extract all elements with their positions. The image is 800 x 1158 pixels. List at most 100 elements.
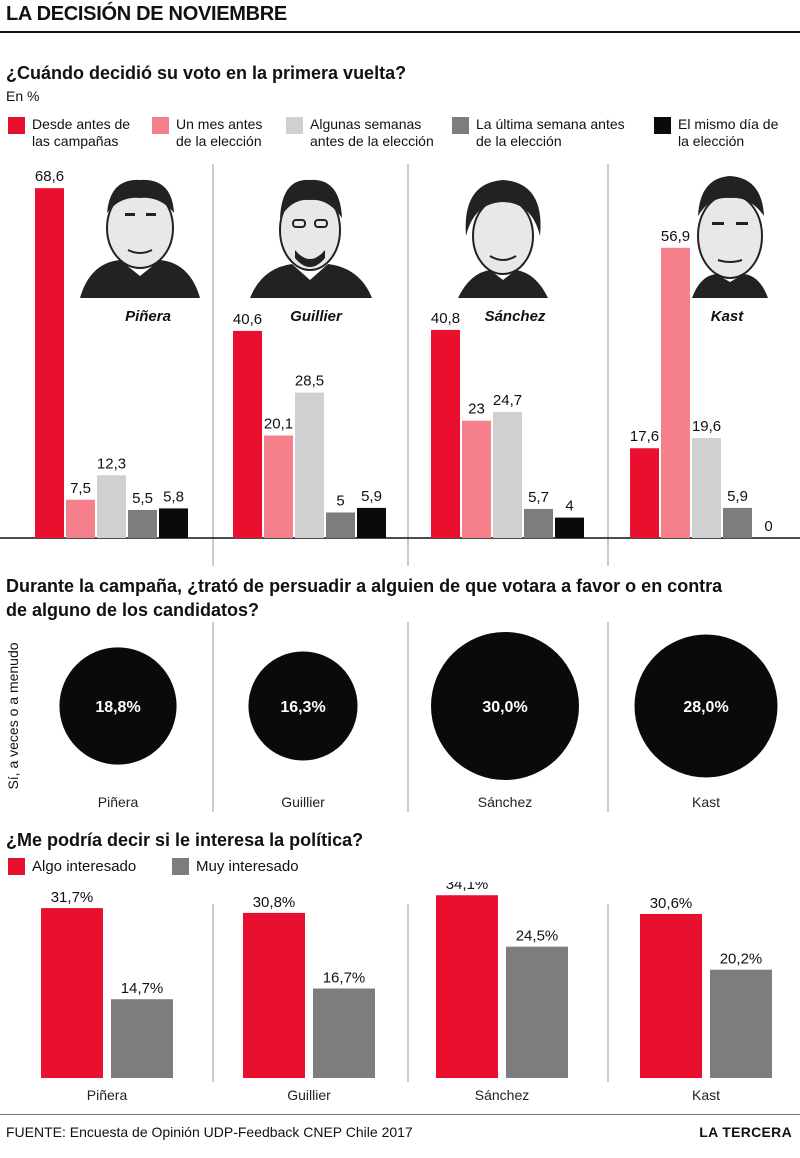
legend-label: La última semana antes de la elección [476, 116, 625, 150]
legend-label-line: Desde antes de [32, 116, 131, 132]
bar-kast-s1 [661, 247, 690, 538]
data-label: 20,2% [720, 951, 763, 968]
portrait-kast [692, 176, 768, 298]
bubble-value: 18,8% [95, 699, 140, 716]
bar-pinera-s1 [111, 999, 173, 1078]
candidate-name-kast: Kast [711, 308, 745, 325]
data-label: 19,6 [692, 418, 721, 435]
bar-pinera-s0 [41, 908, 103, 1078]
side-axis-label: Sí, a veces o a menudo [5, 642, 21, 789]
bar-kast-s2 [692, 438, 721, 538]
section3-question: ¿Me podría decir si le interesa la polít… [6, 830, 364, 850]
legend-label: Algo interesado [32, 858, 137, 875]
legend-label: Algunas semanas antes de la elección [310, 116, 434, 150]
legend-swatch [8, 858, 25, 875]
candidate-label-pinera: Piñera [87, 1087, 128, 1103]
bubble-value: 30,0% [482, 699, 527, 716]
data-label: 0 [764, 518, 772, 535]
data-label: 56,9 [661, 228, 690, 245]
candidate-label-kast: Kast [692, 794, 720, 810]
data-label: 24,7 [493, 392, 522, 409]
legend-label: El mismo día de la elección [678, 116, 778, 150]
bubble-sanchez [431, 632, 579, 780]
legend-label-line: la elección [678, 133, 745, 149]
section1-question: ¿Cuándo decidió su voto en la primera vu… [6, 63, 407, 83]
bar-guillier-s1 [313, 988, 375, 1078]
data-label: 20,1 [264, 415, 293, 432]
bar-sanchez-s0 [436, 895, 498, 1078]
bar-kast-s0 [630, 448, 659, 538]
title-rule [0, 31, 800, 33]
bubble-value: 16,3% [280, 699, 325, 716]
bar-guillier-s4 [357, 507, 386, 538]
legend-label-line: Un mes antes [176, 116, 263, 132]
portrait-pinera [80, 179, 200, 298]
publisher-brand: LA TERCERA [699, 1124, 792, 1140]
candidate-name-pinera: Piñera [125, 308, 171, 325]
bubble-guillier [248, 651, 358, 761]
bar-pinera-s4 [159, 508, 188, 538]
legend-label-line: de la elección [476, 133, 562, 149]
legend-label-line: La última semana antes [476, 116, 625, 132]
candidate-label-guillier: Guillier [281, 794, 325, 810]
portrait-guillier [250, 179, 372, 298]
legend-label-line: Algunas semanas [310, 116, 422, 132]
legend-swatch [152, 117, 169, 134]
footer-rule [0, 1114, 800, 1115]
legend-label-line: El mismo día de [678, 116, 779, 132]
data-label: 24,5% [516, 928, 559, 945]
decision-bar-chart: Piñera 68,6 7,5 12,3 5,5 5,8 Guillier 40,6 20,1 2… [0, 164, 800, 566]
legend-label: Un mes antes de la elección [176, 116, 262, 150]
legend-swatch [286, 117, 303, 134]
portrait-sanchez [458, 180, 548, 298]
bar-sanchez-s0 [431, 329, 460, 538]
data-label: 5,9 [361, 488, 382, 505]
bar-pinera-s3 [128, 509, 157, 538]
bar-guillier-s3 [326, 512, 355, 538]
legend-swatch [172, 858, 189, 875]
legend-label: Muy interesado [196, 858, 299, 875]
section2-question-line1: Durante la campaña, ¿trató de persuadir … [6, 576, 723, 596]
bar-pinera-s1 [66, 499, 95, 538]
data-label: 4 [565, 498, 573, 515]
data-label: 23 [468, 401, 485, 418]
bar-guillier-s0 [243, 912, 305, 1078]
bar-guillier-s0 [233, 330, 262, 538]
legend-label-line: las campañas [32, 133, 119, 149]
section3-legend: Algo interesado Muy interesado [0, 856, 800, 878]
data-label: 17,6 [630, 428, 659, 445]
candidate-name-guillier: Guillier [290, 308, 343, 325]
data-label: 14,7% [121, 980, 164, 997]
data-label: 5,9 [727, 488, 748, 505]
data-label: 34,1% [446, 882, 489, 893]
data-label: 5,7 [528, 489, 549, 506]
bar-pinera-s2 [97, 475, 126, 538]
bar-sanchez-s3 [524, 508, 553, 538]
page-title: LA DECISIÓN DE NOVIEMBRE [6, 3, 287, 25]
data-label: 5,8 [163, 488, 184, 505]
candidate-name-sanchez: Sánchez [485, 308, 546, 325]
data-label: 16,7% [323, 969, 366, 986]
bar-kast-s3 [723, 507, 752, 538]
bar-sanchez-s4 [555, 517, 584, 538]
candidate-label-sanchez: Sánchez [475, 1087, 529, 1103]
section1-legend: Desde antes de las campañas Un mes antes de… [0, 116, 800, 156]
bar-pinera-s0 [35, 188, 64, 538]
bar-kast-s0 [640, 913, 702, 1078]
legend-label: Desde antes de las campañas [32, 116, 130, 150]
data-label: 5 [336, 493, 344, 510]
political-interest-bar-chart: 31,7% 14,7% Piñera 30,8% 16,7% Guillier 34,1% 2… [41, 882, 772, 1103]
legend-swatch [452, 117, 469, 134]
candidate-label-pinera: Piñera [98, 794, 139, 810]
data-label: 28,5 [295, 373, 324, 390]
data-label: 40,8 [431, 310, 460, 327]
legend-swatch [654, 117, 671, 134]
bar-guillier-s2 [295, 392, 324, 538]
candidate-portraits [80, 176, 768, 298]
bar-kast-s1 [710, 969, 772, 1078]
data-label: 5,5 [132, 490, 153, 507]
section2-question-line2: de alguno de los candidatos? [6, 600, 260, 620]
persuasion-bubble-chart: Sí, a veces o a menudo 18,8% Piñera 16,3% Gu… [5, 622, 778, 812]
data-label: 40,6 [233, 311, 262, 328]
bar-sanchez-s2 [493, 412, 522, 538]
